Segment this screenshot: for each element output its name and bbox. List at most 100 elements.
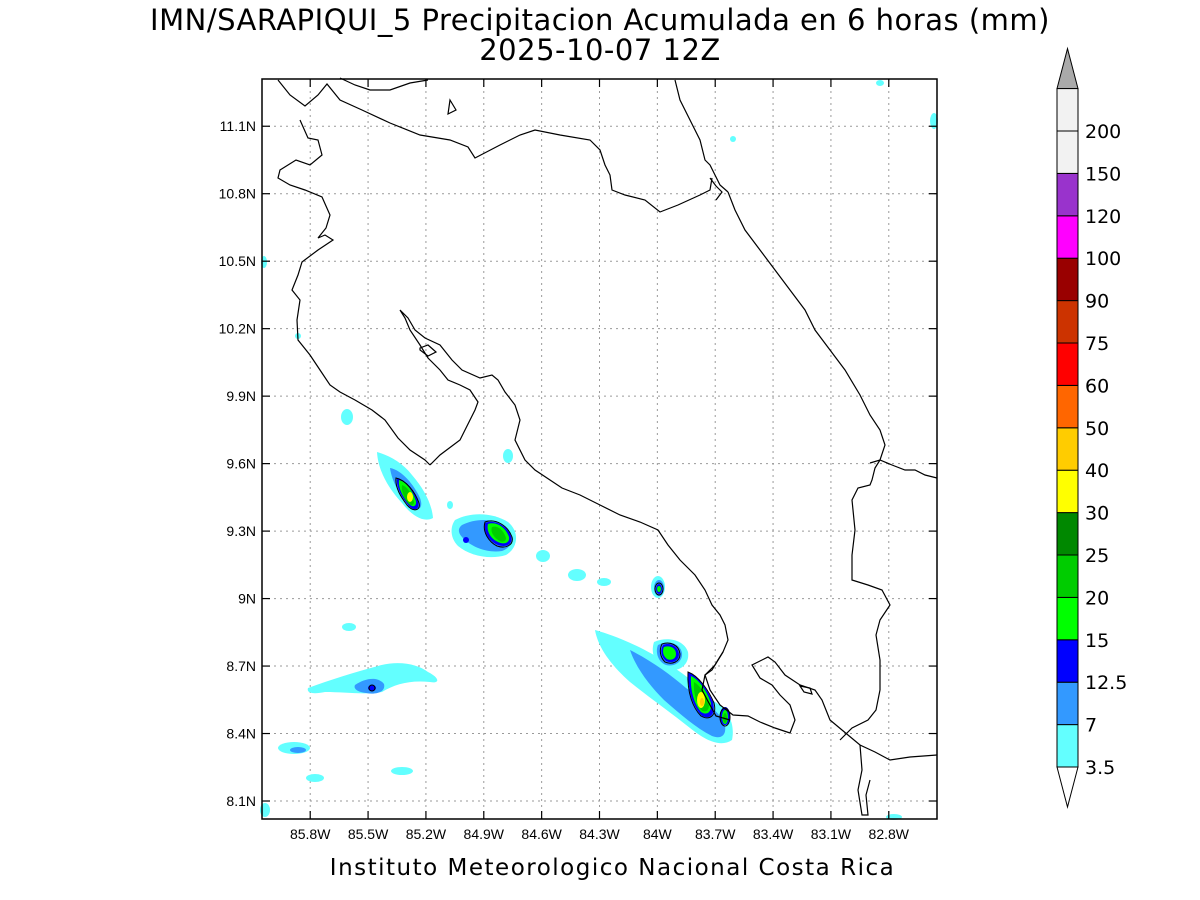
precip-area: [407, 492, 413, 502]
footer-credit: Instituto Meteorologico Nacional Costa R…: [329, 855, 896, 881]
colorbar-bottom-arrow: [1056, 766, 1079, 809]
color-bar: 3.5 7 12.5 15 20 25 30 40 50 60 75 90 100 120 150 200: [1056, 46, 1127, 809]
colorbar-label: 25: [1085, 545, 1109, 567]
precip-area: [730, 136, 736, 142]
colorbar-swatch: [1056, 342, 1079, 386]
colorbar-swatch: [1056, 724, 1079, 768]
colorbar-label: 30: [1085, 503, 1109, 525]
precip-area: [290, 747, 306, 753]
colorbar-label: 3.5: [1085, 757, 1115, 779]
map-title: IMN/SARAPIQUI_5 Precipitacion Acumulada …: [150, 3, 1050, 37]
contour-line: [654, 582, 664, 596]
lon-tick-label: 84.3W: [579, 826, 620, 842]
chira-island: [419, 344, 438, 357]
precip-area: [657, 586, 661, 592]
lon-tick-label: 84W: [643, 826, 673, 842]
lon-tick-label: 85.2W: [406, 826, 447, 842]
colorbar-label: 120: [1085, 206, 1121, 228]
coastal-fragment: [798, 685, 813, 695]
colorbar-label: 90: [1085, 291, 1109, 313]
contour-line: [483, 520, 513, 548]
axis-ticks: 11.1N 10.8N 10.5N 10.2N 9.9N 9.6N 9.3N 9N 8.7N 8.…: [219, 79, 937, 842]
precip-area: [307, 663, 438, 694]
lon-tick-label: 82.8W: [869, 826, 910, 842]
colorbar-label: 50: [1085, 418, 1109, 440]
contour-line: [368, 684, 376, 692]
colorbar-swatch: [1056, 300, 1079, 344]
grid-lines: [262, 79, 937, 819]
lon-tick-label: 85.8W: [290, 826, 331, 842]
precip-area: [447, 501, 453, 509]
colorbar-swatch: [1056, 130, 1079, 174]
colorbar-swatch: [1056, 596, 1079, 641]
colorbar-swatch: [1056, 172, 1079, 217]
coastlines: [277, 77, 938, 816]
precip-area: [491, 526, 506, 542]
precip-area: [930, 113, 938, 129]
lat-tick-label: 10.8N: [219, 186, 256, 202]
lon-tick-label: 83.4W: [753, 826, 794, 842]
map-frame: [261, 78, 938, 820]
bocas-coast: [869, 459, 938, 479]
precip-area: [597, 578, 611, 586]
colorbar-swatch: [1056, 257, 1079, 302]
colorbar-label: 150: [1085, 163, 1121, 185]
colorbar-label: 7: [1085, 715, 1097, 737]
contour-line: [395, 477, 420, 511]
precip-area: [503, 449, 513, 463]
nicaragua-lake-shore: [339, 77, 429, 91]
lat-tick-label: 9.3N: [226, 523, 256, 539]
colorbar-label: 15: [1085, 630, 1109, 652]
nicaragua-east-coast: [674, 79, 729, 193]
colorbar-label: 12.5: [1085, 672, 1127, 694]
caribbean-coast: [727, 191, 891, 741]
colorbar-label: 40: [1085, 460, 1109, 482]
colorbar-swatch: [1056, 639, 1079, 683]
precip-level-40: [700, 698, 704, 706]
colorbar-swatch: [1056, 88, 1079, 132]
lon-tick-label: 83.1W: [811, 826, 852, 842]
guanacaste-coast: [277, 119, 431, 466]
panama-border: [701, 651, 731, 721]
precip-area: [341, 409, 353, 425]
lat-tick-label: 11.1N: [220, 118, 256, 134]
lon-tick-label: 83.7W: [695, 826, 736, 842]
colorbar-label: 200: [1085, 121, 1121, 143]
colorbar-swatch: [1056, 469, 1079, 514]
precip-area: [463, 537, 469, 543]
precip-area: [700, 698, 704, 706]
precip-level-7: [290, 468, 726, 753]
coastal-fragment: [709, 177, 723, 201]
lake-island: [447, 98, 457, 116]
precip-area: [536, 550, 550, 562]
lat-tick-label: 9N: [238, 591, 256, 607]
precip-area: [306, 774, 324, 782]
precip-area: [568, 569, 586, 581]
map-date: 2025-10-07 12Z: [479, 33, 721, 67]
colorbar-swatch: [1056, 384, 1079, 429]
contour-line: [659, 642, 681, 664]
colorbar-swatch: [1056, 554, 1079, 598]
colorbar-swatch: [1056, 512, 1079, 556]
lat-tick-label: 9.9N: [226, 388, 256, 404]
chiriqui-coast: [751, 656, 938, 761]
colorbar-label: 100: [1085, 248, 1121, 270]
lat-tick-label: 8.1N: [226, 793, 256, 809]
peninsula-tip: [857, 744, 871, 816]
precip-area: [368, 685, 376, 691]
colorbar-label: 60: [1085, 375, 1109, 397]
precip-area: [342, 623, 356, 631]
colorbar-swatch: [1056, 427, 1079, 471]
lon-tick-label: 84.6W: [521, 826, 562, 842]
nicaragua-lake-shore: [277, 79, 713, 213]
lon-tick-label: 84.9W: [464, 826, 505, 842]
lon-tick-label: 85.5W: [348, 826, 389, 842]
map-plot-area: 11.1N 10.8N 10.5N 10.2N 9.9N 9.6N 9.3N 9N 8.7N 8.…: [219, 77, 938, 842]
colorbar-label: 75: [1085, 333, 1109, 355]
colorbar-swatch: [1056, 215, 1079, 259]
lat-tick-label: 10.5N: [219, 253, 256, 269]
lat-tick-label: 9.6N: [226, 456, 256, 472]
lat-tick-label: 10.2N: [219, 321, 256, 337]
lat-tick-label: 8.7N: [226, 658, 256, 674]
